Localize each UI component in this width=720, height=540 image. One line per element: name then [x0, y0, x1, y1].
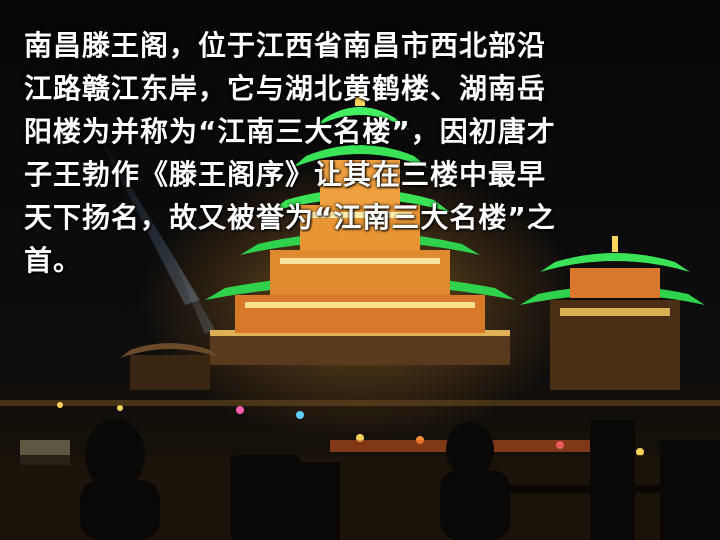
foreground-silhouettes [80, 419, 720, 540]
side-pavilion-right [520, 236, 705, 390]
slide-caption: 南昌滕王阁，位于江西省南昌市西北部沿 江路赣江东岸，它与湖北黄鹤楼、湖南岳 阳楼… [24, 29, 556, 277]
side-pavilion-left [120, 343, 220, 390]
tengwang-pavilion-main [205, 88, 515, 365]
